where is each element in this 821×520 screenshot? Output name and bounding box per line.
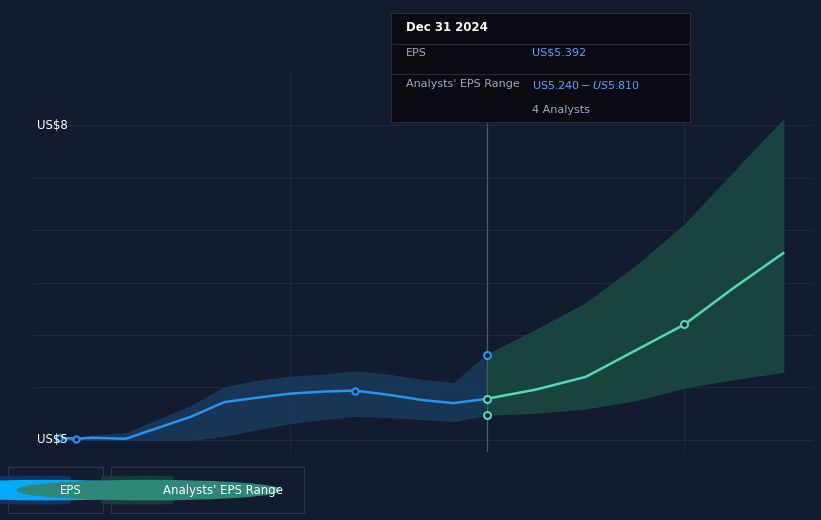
FancyBboxPatch shape xyxy=(0,476,71,504)
Text: Dec 31 2024: Dec 31 2024 xyxy=(406,21,488,34)
FancyBboxPatch shape xyxy=(111,467,304,513)
Text: EPS: EPS xyxy=(60,484,81,497)
Text: US$5: US$5 xyxy=(37,433,67,446)
Text: Analysts' EPS Range: Analysts' EPS Range xyxy=(406,79,520,88)
Text: Analysts Forecasts: Analysts Forecasts xyxy=(502,96,612,109)
Text: US$5.240 - US$5.810: US$5.240 - US$5.810 xyxy=(532,79,640,90)
Circle shape xyxy=(17,480,280,500)
Text: US$5.392: US$5.392 xyxy=(532,48,585,58)
FancyBboxPatch shape xyxy=(8,467,103,513)
Text: Analysts' EPS Range: Analysts' EPS Range xyxy=(163,484,282,497)
Circle shape xyxy=(0,480,177,500)
Text: 4 Analysts: 4 Analysts xyxy=(532,105,589,115)
Text: US$8: US$8 xyxy=(37,119,67,132)
Text: EPS: EPS xyxy=(406,48,427,58)
FancyBboxPatch shape xyxy=(101,476,173,504)
Text: Actual: Actual xyxy=(436,96,473,109)
